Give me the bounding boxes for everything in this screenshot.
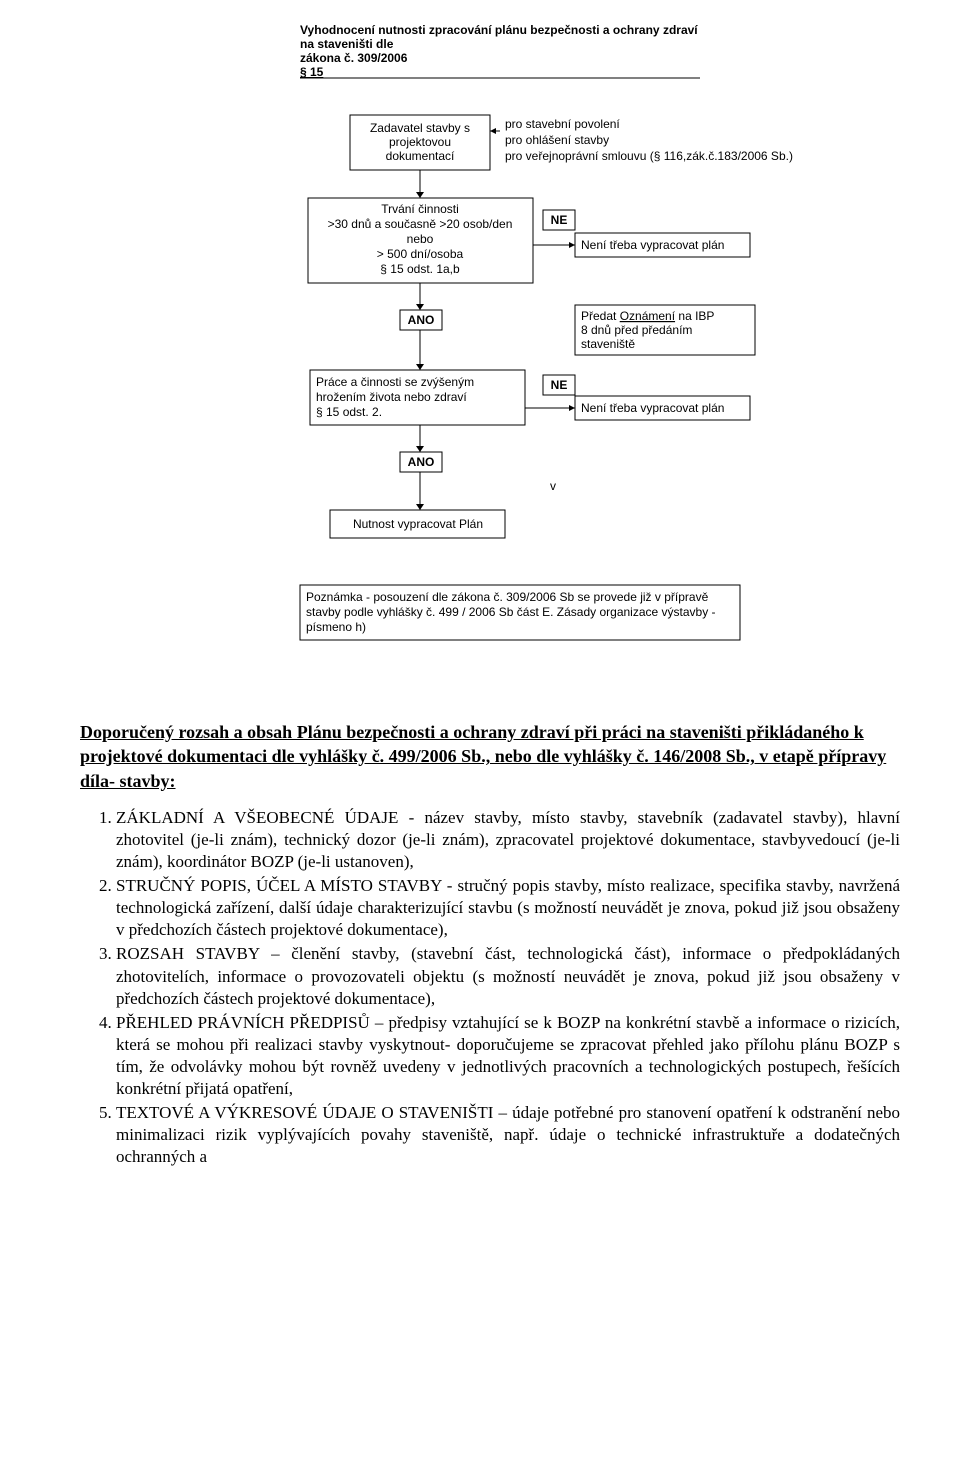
flowchart-container: Vyhodnocení nutnosti zpracování plánu be…: [200, 20, 900, 680]
fc-box4-l1: Práce a činnosti se zvýšeným: [316, 375, 474, 389]
fc-side1-l3: pro veřejnoprávní smlouvu (§ 116,zák.č.1…: [505, 149, 793, 163]
fc-box2-l2: >30 dnů a současně >20 osob/den: [328, 217, 513, 231]
doc-item-2: STRUČNÝ POPIS, ÚČEL A MÍSTO STAVBY - str…: [116, 875, 900, 941]
fc-title-l1: Vyhodnocení nutnosti zpracování plánu be…: [300, 23, 698, 37]
doc-list: ZÁKLADNÍ A VŠEOBECNÉ ÚDAJE - název stavb…: [80, 807, 900, 1169]
fc-box1-l3: dokumentací: [386, 149, 455, 163]
fc-box2-l4: > 500 dní/osoba: [377, 247, 464, 261]
doc-item-4: PŘEHLED PRÁVNÍCH PŘEDPISŮ – předpisy vzt…: [116, 1012, 900, 1100]
fc-box1-l1: Zadavatel stavby s: [370, 121, 470, 135]
fc-box2-l3: nebo: [407, 232, 434, 246]
fc-stray-v: v: [550, 479, 556, 493]
doc-item-3: ROZSAH STAVBY – členění stavby, (stavebn…: [116, 943, 900, 1009]
doc-title: Doporučený rozsah a obsah Plánu bezpečno…: [80, 720, 900, 793]
fc-side1-l1: pro stavební povolení: [505, 117, 620, 131]
fc-fn-l1: Poznámka - posouzení dle zákona č. 309/2…: [306, 590, 709, 604]
svg-text:NE: NE: [551, 378, 568, 392]
fc-box5-text: Nutnost vypracovat Plán: [353, 517, 483, 531]
svg-text:ANO: ANO: [408, 455, 435, 469]
fc-box3-l2: 8 dnů před předáním: [581, 323, 692, 337]
fc-fn-l3: písmeno h): [306, 620, 366, 634]
doc-item-5: TEXTOVÉ A VÝKRESOVÉ ÚDAJE O STAVENIŠTI –…: [116, 1102, 900, 1168]
doc-item-1: ZÁKLADNÍ A VŠEOBECNÉ ÚDAJE - název stavb…: [116, 807, 900, 873]
fc-title-l2: na staveništi dle: [300, 37, 394, 51]
fc-box1-l2: projektovou: [389, 135, 451, 149]
fc-fn-l2: stavby podle vyhlášky č. 499 / 2006 Sb č…: [306, 605, 716, 619]
fc-title-l4: § 15: [300, 65, 324, 79]
svg-text:ANO: ANO: [408, 313, 435, 327]
fc-box2-l5: § 15 odst. 1a,b: [380, 262, 460, 276]
svg-text:Není třeba vypracovat plán: Není třeba vypracovat plán: [581, 238, 724, 252]
svg-text:Není třeba vypracovat plán: Není třeba vypracovat plán: [581, 401, 724, 415]
flowchart-svg: Vyhodnocení nutnosti zpracování plánu be…: [200, 20, 800, 680]
fc-box3-l1: Předat Oznámení na IBP: [581, 309, 714, 323]
fc-box4-l3: § 15 odst. 2.: [316, 405, 382, 419]
fc-title-l3: zákona č. 309/2006: [300, 51, 408, 65]
fc-box3-l3: staveniště: [581, 337, 635, 351]
svg-text:NE: NE: [551, 213, 568, 227]
fc-box2-l1: Trvání činnosti: [381, 202, 459, 216]
fc-box4-l2: hrožením života nebo zdraví: [316, 390, 467, 404]
fc-side1-l2: pro ohlášení stavby: [505, 133, 609, 147]
